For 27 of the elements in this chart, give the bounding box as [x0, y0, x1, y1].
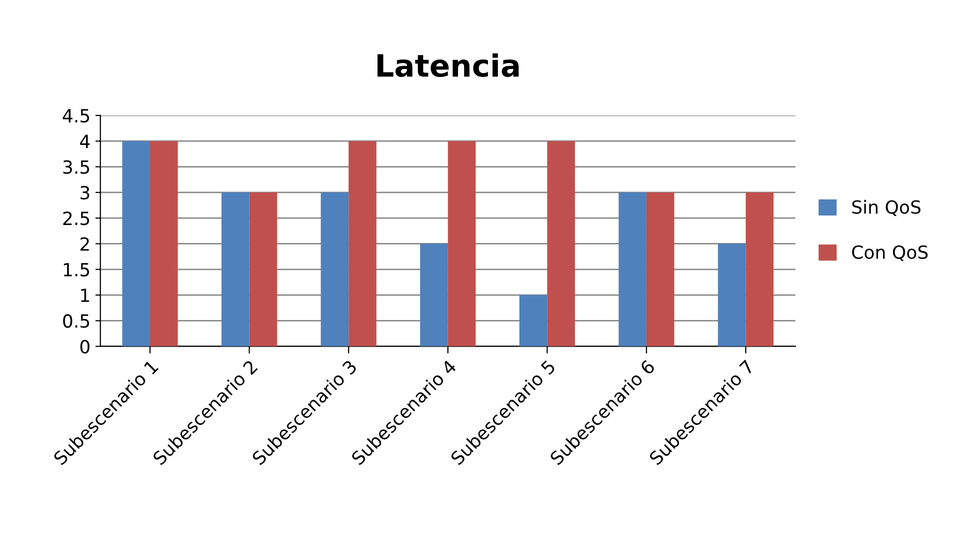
bar	[646, 192, 674, 346]
chart-title: Latencia	[378, 53, 519, 77]
y-tick-label: 2.5	[63, 212, 90, 226]
y-tick-label: 3.5	[63, 160, 90, 174]
bar	[150, 141, 178, 346]
y-tick-label: 4	[80, 134, 90, 148]
bar	[746, 192, 774, 346]
y-tick-label: 0	[80, 340, 90, 354]
bar	[420, 244, 448, 346]
y-tick-label: 1	[81, 288, 89, 302]
bar	[519, 295, 548, 346]
bar	[222, 192, 250, 346]
bar	[320, 192, 349, 346]
bar	[618, 192, 646, 346]
legend-label: Con QoS	[852, 245, 928, 262]
bar	[122, 141, 150, 346]
y-tick-label: 4.5	[62, 109, 90, 123]
bar	[249, 192, 278, 346]
bar	[547, 141, 575, 346]
y-tick-label: 2	[80, 237, 89, 251]
bar	[718, 244, 746, 346]
y-tick-label: 1.5	[64, 263, 90, 277]
y-tick-label: 3	[80, 186, 90, 200]
y-tick-label: 0.5	[63, 314, 90, 328]
bar	[348, 141, 376, 346]
legend-label: Sin QoS	[852, 200, 920, 216]
bar	[448, 141, 476, 346]
